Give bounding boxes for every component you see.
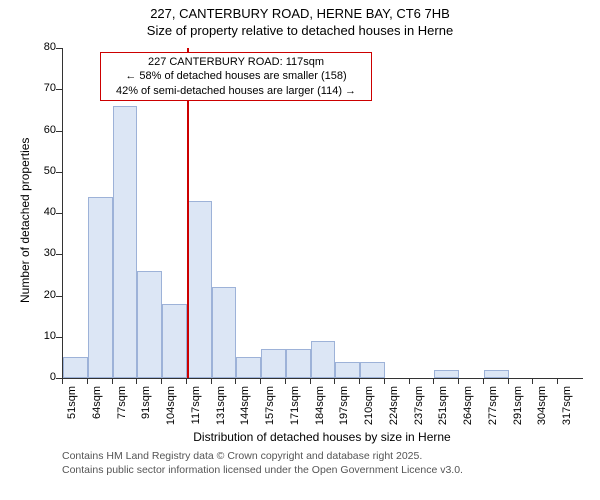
y-tick — [56, 337, 62, 338]
histogram-bar — [484, 370, 509, 378]
histogram-bar — [88, 197, 113, 379]
histogram-bar — [113, 106, 138, 378]
x-tick-label: 171sqm — [289, 386, 301, 430]
y-tick — [56, 213, 62, 214]
x-tick — [334, 378, 335, 384]
x-tick — [235, 378, 236, 384]
annotation-box: 227 CANTERBURY ROAD: 117sqm ← 58% of det… — [100, 52, 372, 101]
x-tick — [186, 378, 187, 384]
y-tick-label: 70 — [34, 82, 56, 94]
x-tick-label: 277sqm — [487, 386, 499, 430]
histogram-bar — [63, 357, 88, 378]
x-tick-label: 210sqm — [363, 386, 375, 430]
x-tick — [87, 378, 88, 384]
y-tick-label: 50 — [34, 165, 56, 177]
x-tick-label: 291sqm — [512, 386, 524, 430]
x-tick — [384, 378, 385, 384]
x-tick-label: 157sqm — [264, 386, 276, 430]
x-tick — [433, 378, 434, 384]
x-tick-label: 304sqm — [536, 386, 548, 430]
x-tick-label: 131sqm — [215, 386, 227, 430]
y-tick — [56, 296, 62, 297]
histogram-bar — [360, 362, 385, 379]
x-tick — [136, 378, 137, 384]
y-tick — [56, 89, 62, 90]
title-line-2: Size of property relative to detached ho… — [0, 23, 600, 40]
x-tick-label: 117sqm — [190, 386, 202, 430]
histogram-bar — [236, 357, 261, 378]
x-tick — [483, 378, 484, 384]
x-tick-label: 317sqm — [561, 386, 573, 430]
x-tick-label: 251sqm — [437, 386, 449, 430]
histogram-bar — [286, 349, 311, 378]
histogram-bar — [137, 271, 162, 378]
histogram-bar — [162, 304, 187, 378]
x-tick-label: 264sqm — [462, 386, 474, 430]
histogram-bar — [434, 370, 459, 378]
x-tick-label: 77sqm — [116, 386, 128, 430]
x-tick — [409, 378, 410, 384]
y-tick-label: 20 — [34, 289, 56, 301]
y-tick-label: 30 — [34, 247, 56, 259]
x-tick-label: 224sqm — [388, 386, 400, 430]
x-tick — [211, 378, 212, 384]
annotation-line-1: 227 CANTERBURY ROAD: 117sqm — [105, 55, 367, 69]
x-tick-label: 184sqm — [314, 386, 326, 430]
histogram-bar — [261, 349, 286, 378]
y-tick — [56, 254, 62, 255]
x-tick-label: 237sqm — [413, 386, 425, 430]
x-tick — [508, 378, 509, 384]
y-tick-label: 40 — [34, 206, 56, 218]
histogram-bar — [311, 341, 336, 378]
x-tick — [285, 378, 286, 384]
histogram-bar — [212, 287, 237, 378]
chart-title: 227, CANTERBURY ROAD, HERNE BAY, CT6 7HB… — [0, 0, 600, 40]
footer-line-1: Contains HM Land Registry data © Crown c… — [62, 450, 463, 464]
y-tick-label: 60 — [34, 124, 56, 136]
x-tick-label: 144sqm — [239, 386, 251, 430]
x-tick — [458, 378, 459, 384]
annotation-line-2: ← 58% of detached houses are smaller (15… — [105, 69, 367, 83]
y-tick-label: 80 — [34, 41, 56, 53]
x-tick — [532, 378, 533, 384]
footer-line-2: Contains public sector information licen… — [62, 464, 463, 478]
histogram-bar — [187, 201, 212, 378]
y-tick-label: 0 — [34, 371, 56, 383]
histogram-bar — [335, 362, 360, 379]
x-tick — [161, 378, 162, 384]
x-tick-label: 197sqm — [338, 386, 350, 430]
chart-container: 227, CANTERBURY ROAD, HERNE BAY, CT6 7HB… — [0, 0, 600, 500]
x-tick-label: 104sqm — [165, 386, 177, 430]
y-tick — [56, 172, 62, 173]
y-tick — [56, 48, 62, 49]
y-axis-label: Number of detached properties — [18, 138, 32, 303]
x-tick — [112, 378, 113, 384]
x-tick — [557, 378, 558, 384]
x-tick-label: 91sqm — [140, 386, 152, 430]
x-tick — [310, 378, 311, 384]
annotation-line-3: 42% of semi-detached houses are larger (… — [105, 84, 367, 98]
x-axis-label: Distribution of detached houses by size … — [62, 430, 582, 444]
title-line-1: 227, CANTERBURY ROAD, HERNE BAY, CT6 7HB — [0, 6, 600, 23]
y-tick — [56, 131, 62, 132]
x-tick-label: 64sqm — [91, 386, 103, 430]
x-tick — [260, 378, 261, 384]
x-tick-label: 51sqm — [66, 386, 78, 430]
footer-attribution: Contains HM Land Registry data © Crown c… — [62, 450, 463, 477]
y-tick-label: 10 — [34, 330, 56, 342]
x-tick — [62, 378, 63, 384]
x-tick — [359, 378, 360, 384]
